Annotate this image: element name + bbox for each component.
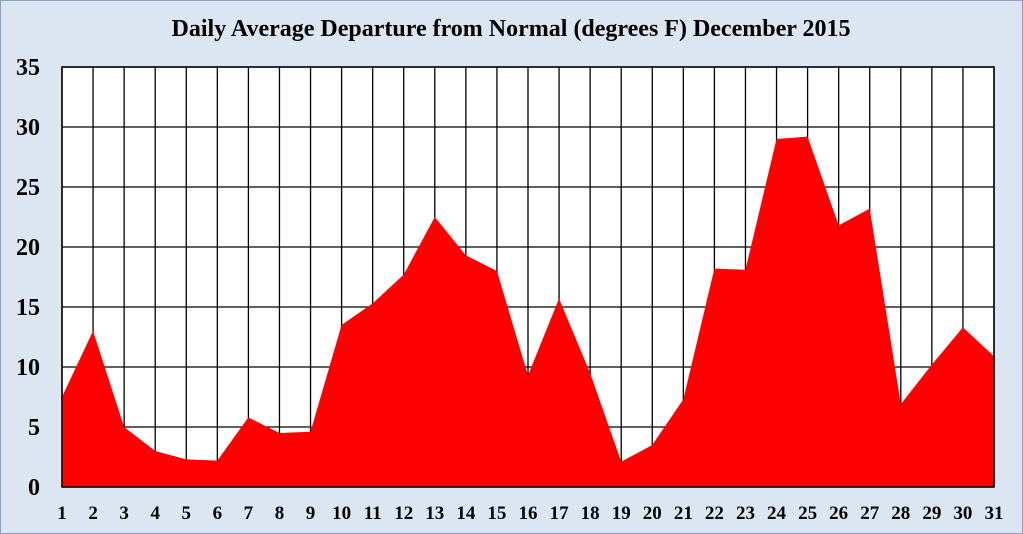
x-tick-label: 8 <box>275 503 285 524</box>
x-tick-label: 22 <box>705 503 724 524</box>
x-tick-label: 19 <box>612 503 631 524</box>
y-axis-ticks: 0 5 10 15 20 25 30 35 <box>16 55 40 501</box>
y-tick-label: 35 <box>16 55 40 81</box>
y-tick-label: 15 <box>16 295 40 321</box>
x-tick-label: 9 <box>306 503 316 524</box>
x-tick-label: 31 <box>985 503 1004 524</box>
x-axis-ticks: 1 2 3 4 5 6 7 8 9 10 11 12 13 14 15 16 17 18 19 20 21 22 23 24 2… <box>57 503 1003 524</box>
x-tick-label: 15 <box>487 503 506 524</box>
area-series <box>62 136 994 487</box>
x-tick-label: 5 <box>182 503 192 524</box>
plot-border <box>61 66 995 488</box>
x-tick-label: 20 <box>643 503 662 524</box>
x-tick-label: 29 <box>922 503 941 524</box>
y-tick-label: 0 <box>28 475 40 501</box>
x-tick-label: 17 <box>550 503 570 524</box>
y-tick-label: 20 <box>16 235 40 261</box>
x-tick-label: 2 <box>88 503 98 524</box>
y-tick-label: 25 <box>16 175 40 201</box>
x-tick-label: 7 <box>244 503 254 524</box>
x-tick-label: 6 <box>213 503 223 524</box>
y-tick-label: 5 <box>28 415 40 441</box>
x-tick-label: 24 <box>767 503 787 524</box>
x-tick-label: 18 <box>581 503 600 524</box>
y-tick-label: 10 <box>16 355 40 381</box>
x-tick-label: 1 <box>57 503 67 524</box>
chart-title: Daily Average Departure from Normal (deg… <box>172 16 851 42</box>
x-tick-label: 10 <box>332 503 351 524</box>
x-tick-label: 12 <box>394 503 413 524</box>
x-tick-label: 30 <box>953 503 972 524</box>
x-tick-label: 28 <box>891 503 910 524</box>
x-tick-label: 27 <box>860 503 880 524</box>
x-tick-label: 13 <box>425 503 444 524</box>
x-tick-label: 11 <box>364 503 382 524</box>
x-tick-label: 3 <box>119 503 129 524</box>
x-tick-label: 26 <box>829 503 848 524</box>
x-tick-label: 21 <box>674 503 693 524</box>
x-tick-label: 4 <box>150 503 160 524</box>
x-tick-label: 16 <box>519 503 538 524</box>
y-tick-label: 30 <box>16 115 40 141</box>
x-tick-label: 25 <box>798 503 817 524</box>
x-tick-label: 23 <box>736 503 755 524</box>
x-tick-label: 14 <box>456 503 476 524</box>
